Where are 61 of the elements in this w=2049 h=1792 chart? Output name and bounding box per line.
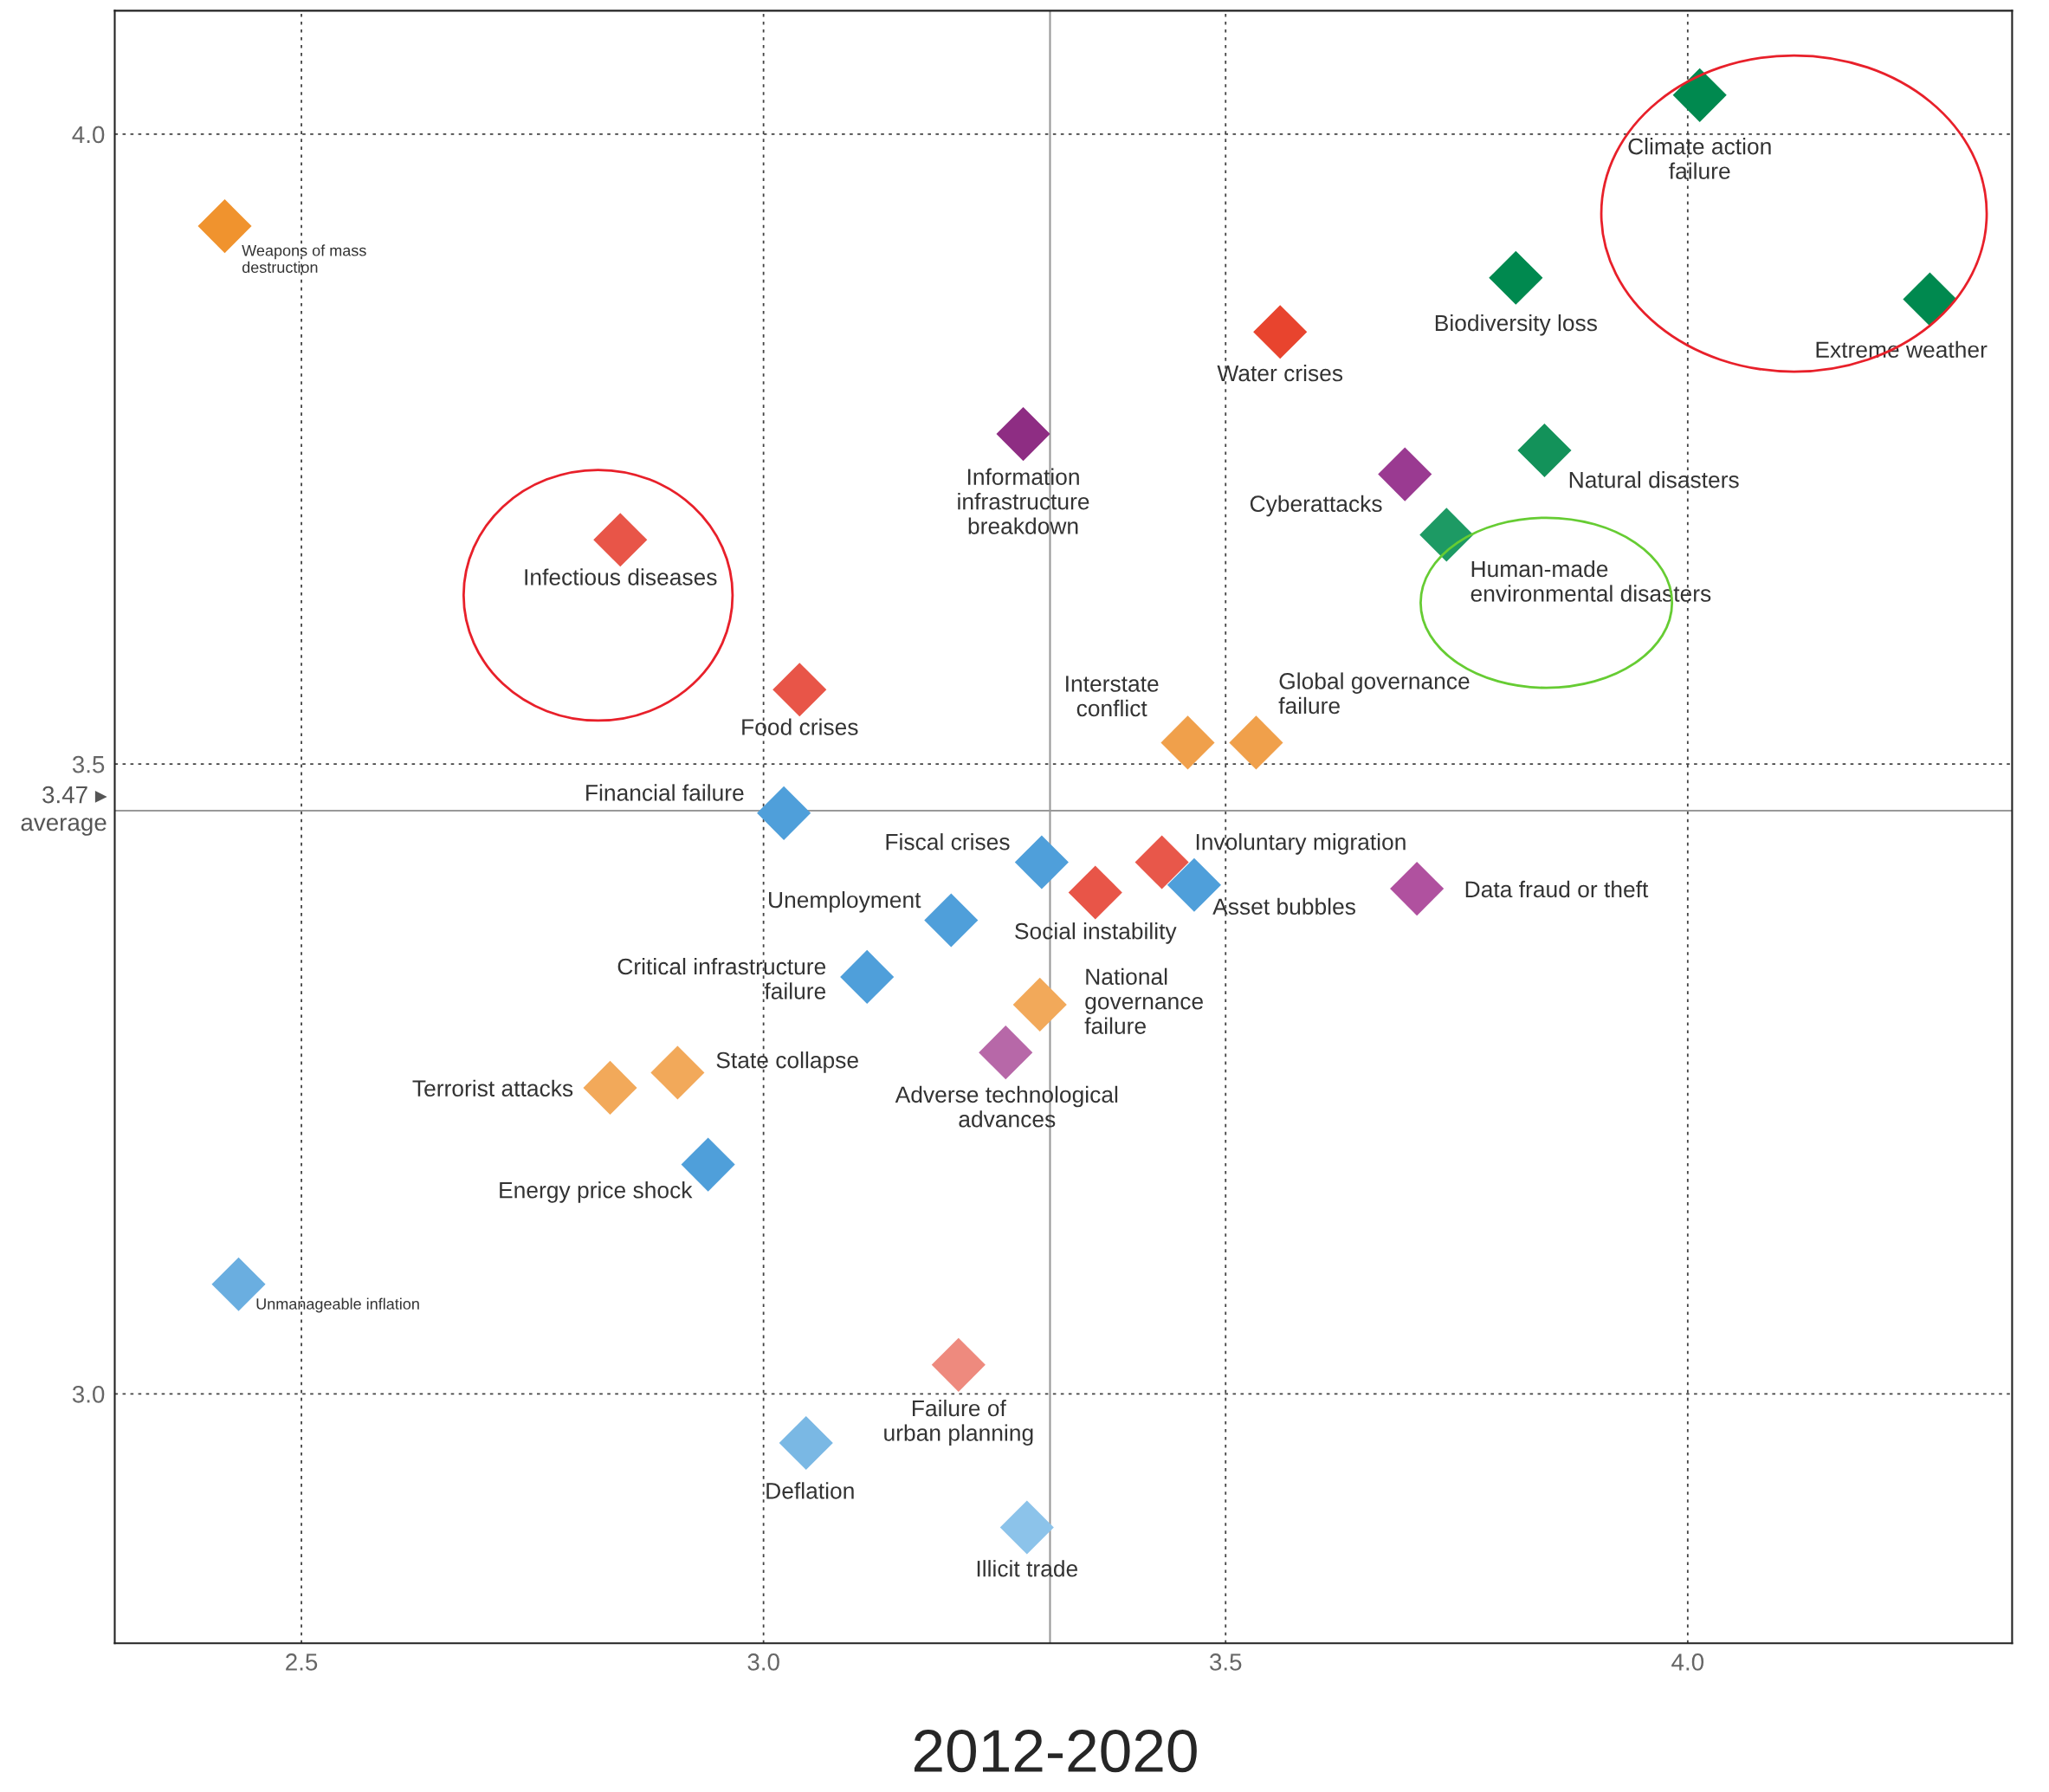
annotation: Unemployment bbox=[769, 890, 921, 913]
point bbox=[931, 1337, 986, 1392]
point bbox=[840, 949, 895, 1004]
x-tick-label: 4.0 bbox=[1671, 1653, 1704, 1671]
annotation: Adverse technological advances bbox=[895, 1085, 1118, 1128]
annotation: Climate action failure bbox=[1628, 138, 1771, 179]
annotation: Global governance failure bbox=[1278, 672, 1470, 715]
point bbox=[999, 1500, 1054, 1555]
ref-line-label: 3.47 ▸ average bbox=[21, 786, 107, 836]
point bbox=[1419, 508, 1474, 562]
annotation: Information infrastructure breakdown bbox=[958, 468, 1089, 534]
annotation: Unmanageable inflation bbox=[256, 1297, 419, 1313]
point bbox=[1160, 715, 1215, 770]
x-tick-label: 3.0 bbox=[747, 1653, 779, 1671]
annotation: Asset bubbles bbox=[1212, 897, 1355, 915]
point bbox=[1012, 977, 1067, 1032]
annotation: Involuntary migration bbox=[1196, 833, 1406, 855]
annotation: Cyberattacks bbox=[1250, 495, 1382, 517]
x-tick-label: 2.5 bbox=[286, 1653, 318, 1671]
point bbox=[1134, 835, 1189, 890]
point bbox=[1253, 305, 1308, 359]
annotation: Social instability bbox=[1015, 922, 1177, 944]
point bbox=[996, 407, 1050, 462]
annotation: Data fraud or theft bbox=[1465, 880, 1649, 898]
annotation: Failure of urban planning bbox=[884, 1399, 1033, 1446]
point bbox=[1068, 865, 1122, 920]
y-tick-label: 3.5 bbox=[72, 755, 105, 773]
annotation: State collapse bbox=[716, 1051, 858, 1073]
point bbox=[757, 786, 811, 840]
point bbox=[650, 1045, 705, 1100]
annotation: Weapons of mass destruction bbox=[242, 244, 366, 274]
annotation: Fiscal crises bbox=[886, 833, 1010, 851]
annotation: Energy price shock bbox=[500, 1181, 693, 1203]
annotation: National governance failure bbox=[1084, 967, 1203, 1034]
point bbox=[1390, 862, 1445, 916]
annotation: Illicit trade bbox=[977, 1560, 1078, 1577]
point bbox=[1229, 715, 1283, 770]
annotation: Interstate conflict bbox=[1066, 676, 1159, 717]
point bbox=[979, 1025, 1033, 1080]
x-tick-label: 3.5 bbox=[1210, 1653, 1242, 1671]
annotation: Water crises bbox=[1217, 364, 1343, 382]
annotation: Biodiversity loss bbox=[1435, 314, 1597, 336]
point bbox=[779, 1415, 833, 1471]
annotation: Deflation bbox=[766, 1482, 854, 1499]
annotation: Critical infrastructure failure bbox=[617, 957, 826, 1000]
annotation: Natural disasters bbox=[1569, 471, 1739, 488]
annotation: Terrorist attacks bbox=[412, 1079, 573, 1097]
text: 2012-2020 bbox=[914, 1730, 1197, 1773]
point bbox=[1903, 272, 1957, 327]
point bbox=[583, 1060, 637, 1115]
annotation: Financial failure bbox=[586, 784, 744, 801]
annotation: Infectious diseases bbox=[525, 568, 717, 585]
point bbox=[1014, 835, 1069, 890]
y-tick-label: 3.0 bbox=[72, 1385, 105, 1403]
y-tick-label: 4.0 bbox=[72, 126, 105, 144]
point bbox=[593, 513, 648, 567]
annotation: Food crises bbox=[742, 718, 858, 735]
point bbox=[1672, 68, 1727, 122]
point bbox=[1489, 250, 1543, 305]
point bbox=[924, 893, 979, 948]
point bbox=[772, 663, 827, 717]
